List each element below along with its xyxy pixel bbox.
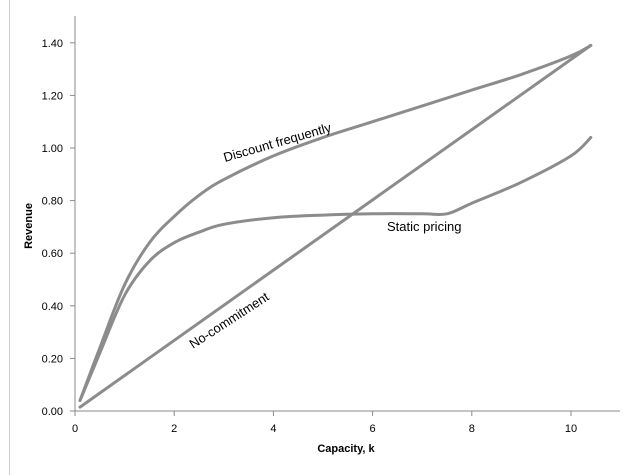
series-static-pricing-line	[78, 136, 593, 402]
y-tick-label: 1.40	[42, 38, 63, 50]
series-discount-frequently-line	[78, 43, 593, 402]
x-tick-label: 4	[270, 423, 276, 435]
axes	[70, 16, 620, 416]
x-axis-title: Capacity, k	[317, 443, 375, 455]
y-tick-label: 1.20	[42, 90, 63, 102]
y-tick-label: 1.00	[42, 143, 63, 155]
label-discount-frequently: Discount frequently	[222, 120, 334, 165]
series-no-commitment-line	[78, 43, 593, 409]
x-tick-label: 0	[72, 423, 78, 435]
label-no-commitment: No-commitment	[186, 289, 271, 352]
y-tick-label: 0.60	[42, 248, 63, 260]
x-tick-label: 10	[565, 423, 577, 435]
x-tick-label: 2	[171, 423, 177, 435]
label-static-pricing: Static pricing	[387, 219, 461, 234]
y-tick-label: 0.00	[42, 406, 63, 418]
x-tick-label: 6	[370, 423, 376, 435]
y-tick-label: 0.40	[42, 301, 63, 313]
y-tick-label: 0.20	[42, 353, 63, 365]
frame-left-edge	[9, 0, 10, 475]
tick-labels: 0.00 0.20 0.40 0.60 0.80 1.00 1.20 1.40 0 2 4 6 8 10	[42, 38, 578, 435]
y-tick-label: 0.80	[42, 196, 63, 208]
y-axis-title: Revenue	[23, 203, 35, 249]
series-lines	[78, 43, 593, 409]
x-tick-label: 8	[469, 423, 475, 435]
